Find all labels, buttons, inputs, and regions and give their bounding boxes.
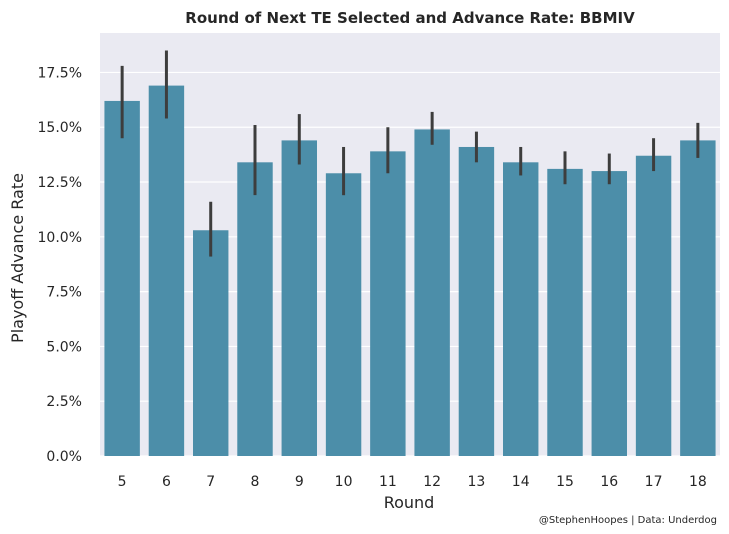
y-tick-label: 0.0% bbox=[46, 449, 82, 465]
chart-title: Round of Next TE Selected and Advance Ra… bbox=[185, 9, 635, 27]
x-tick-label: 6 bbox=[162, 474, 171, 490]
bar-round-16 bbox=[591, 171, 627, 457]
y-tick-label: 2.5% bbox=[46, 394, 82, 410]
y-axis-label: Playoff Advance Rate bbox=[8, 173, 27, 343]
bar-round-12 bbox=[414, 129, 450, 456]
bar-round-11 bbox=[370, 151, 406, 456]
y-tick-label: 5.0% bbox=[46, 339, 82, 355]
y-tick-label: 12.5% bbox=[38, 175, 82, 191]
x-axis-ticks: 5 6 7 8 9 10 11 12 13 14 15 16 17 18 bbox=[118, 474, 707, 490]
x-tick-label: 8 bbox=[251, 474, 260, 490]
bar-round-9 bbox=[281, 140, 317, 456]
y-tick-label: 10.0% bbox=[38, 230, 82, 246]
bar-round-7 bbox=[193, 230, 229, 456]
x-tick-label: 9 bbox=[295, 474, 304, 490]
bar-round-13 bbox=[458, 146, 495, 456]
x-tick-label: 7 bbox=[206, 474, 215, 490]
x-tick-label: 17 bbox=[645, 474, 663, 490]
bar-round-17 bbox=[635, 155, 672, 456]
y-axis-ticks: 0.0% 2.5% 5.0% 7.5% 10.0% 12.5% 15.0% 17.5% bbox=[38, 65, 82, 465]
bar-round-15 bbox=[547, 168, 583, 456]
x-tick-label: 14 bbox=[512, 474, 530, 490]
bar-round-14 bbox=[503, 162, 539, 456]
x-axis-label: Round bbox=[384, 493, 435, 512]
x-tick-label: 13 bbox=[468, 474, 486, 490]
bar-round-18 bbox=[680, 140, 716, 456]
x-tick-label: 16 bbox=[600, 474, 618, 490]
y-tick-label: 17.5% bbox=[38, 65, 82, 81]
x-tick-label: 15 bbox=[556, 474, 574, 490]
bar-round-8 bbox=[237, 162, 273, 456]
y-tick-label: 15.0% bbox=[38, 120, 82, 136]
bar-round-6 bbox=[148, 85, 185, 456]
x-tick-label: 10 bbox=[335, 474, 353, 490]
x-tick-label: 5 bbox=[118, 474, 127, 490]
error-bars bbox=[120, 50, 700, 257]
x-tick-label: 11 bbox=[379, 474, 397, 490]
y-tick-label: 7.5% bbox=[46, 285, 82, 301]
x-tick-label: 18 bbox=[689, 474, 707, 490]
bar-round-10 bbox=[325, 173, 362, 457]
bar-round-5 bbox=[104, 100, 140, 457]
bars bbox=[104, 85, 716, 457]
credit-text: @StephenHoopes | Data: Underdog bbox=[539, 515, 717, 526]
x-tick-label: 12 bbox=[423, 474, 441, 490]
